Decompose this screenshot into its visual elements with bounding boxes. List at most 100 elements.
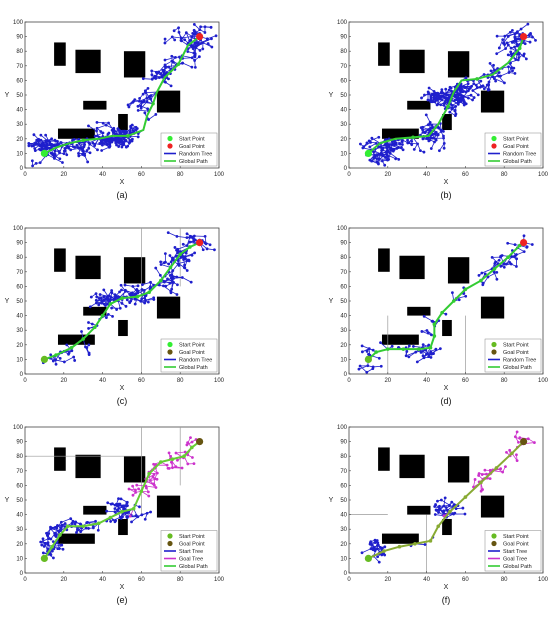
x-tick-label: 100: [214, 378, 225, 384]
y-tick-label: 90: [340, 241, 347, 247]
random-tree-edge: [362, 147, 372, 151]
obstacle: [381, 334, 419, 345]
random-tree-node: [466, 96, 470, 100]
legend-label: Global Path: [179, 365, 208, 371]
random-tree-node: [214, 34, 218, 38]
random-tree-node: [114, 132, 118, 136]
random-tree-node: [530, 243, 534, 246]
panel-caption: (c): [117, 396, 128, 406]
random-tree-node: [134, 128, 138, 132]
random-tree-edge: [369, 136, 379, 142]
x-tick-label: 0: [23, 577, 27, 583]
start-tree-node: [138, 505, 141, 509]
x-tick-label: 100: [538, 172, 549, 178]
random-tree-node: [58, 356, 62, 360]
panel-caption: (d): [441, 396, 452, 406]
random-tree-node: [412, 148, 416, 151]
random-tree-node: [526, 22, 530, 26]
x-tick-label: 20: [60, 378, 67, 384]
random-tree-edge: [505, 256, 512, 265]
legend-marker: [491, 349, 497, 355]
random-tree-node: [125, 298, 129, 302]
random-tree-node: [136, 108, 140, 112]
random-tree-edge: [423, 316, 433, 322]
obstacle: [54, 42, 66, 66]
legend-label: Start Tree: [503, 549, 527, 555]
panel-caption: (e): [117, 595, 128, 605]
random-tree-node: [468, 86, 472, 90]
random-tree-node: [429, 147, 433, 150]
random-tree-node: [429, 100, 433, 104]
goal-tree-node: [131, 493, 135, 497]
random-tree-node: [193, 41, 197, 45]
goal-tree-node: [169, 460, 173, 464]
goal-tree-node: [128, 514, 132, 518]
global-path-point: [428, 539, 433, 543]
random-tree-node: [114, 139, 117, 143]
random-tree-edge: [108, 122, 115, 131]
random-tree-node: [379, 152, 383, 156]
random-tree-node: [30, 144, 34, 148]
y-tick-label: 90: [340, 440, 347, 446]
random-tree-node: [77, 152, 80, 155]
random-tree-node: [100, 149, 104, 152]
start-tree-node: [50, 549, 54, 553]
legend-label: Global Path: [503, 159, 532, 165]
random-tree-node: [481, 84, 485, 88]
random-tree-node: [379, 341, 382, 345]
random-tree-node: [428, 138, 432, 142]
y-tick-label: 50: [340, 498, 347, 504]
random-tree-node: [370, 136, 374, 140]
y-tick-label: 50: [16, 93, 23, 99]
obstacle: [156, 296, 181, 319]
random-tree-node: [424, 113, 428, 117]
random-tree-node: [192, 28, 196, 32]
random-tree-node: [146, 300, 150, 304]
random-tree-node: [185, 232, 189, 236]
y-tick-label: 100: [337, 20, 348, 26]
random-tree-node: [114, 137, 118, 140]
random-tree-node: [61, 161, 64, 164]
start-tree-node: [106, 501, 110, 505]
start-tree-node: [56, 524, 60, 528]
x-tick-label: 20: [60, 172, 67, 178]
y-tick-label: 30: [16, 328, 23, 334]
global-path-line: [367, 440, 525, 560]
x-tick-label: 100: [538, 378, 549, 384]
random-tree-node: [173, 38, 177, 42]
global-path-point: [69, 345, 74, 350]
random-tree-node: [179, 36, 183, 40]
start-tree-node: [438, 504, 441, 508]
start-tree-node: [122, 504, 126, 508]
x-axis-label: X: [120, 385, 125, 392]
legend-label: Global Path: [503, 564, 532, 570]
random-tree-node: [91, 141, 95, 145]
random-tree-node: [44, 140, 48, 144]
random-tree-edge: [154, 75, 165, 78]
obstacle: [447, 257, 470, 284]
x-tick-label: 40: [423, 577, 430, 583]
random-tree-node: [371, 348, 375, 352]
random-tree-node: [427, 86, 431, 90]
panel-b: 0 20 40 60 80 100 0 10 20 30 40 50 60 70 80 90 100 X Y Star…: [329, 20, 549, 200]
random-tree-node: [143, 301, 147, 305]
random-tree-node: [213, 248, 216, 252]
random-tree-node: [63, 149, 67, 153]
random-tree-node: [170, 54, 174, 58]
start-tree-edge: [376, 548, 384, 555]
goal-tree-node: [147, 494, 151, 498]
start-tree-node: [111, 502, 114, 506]
y-tick-label: 60: [16, 284, 23, 290]
random-tree-node: [190, 253, 194, 257]
obstacle: [118, 518, 128, 536]
obstacle: [378, 248, 390, 272]
start-tree-node: [56, 547, 60, 551]
random-tree-edge: [55, 359, 65, 363]
random-tree-node: [483, 272, 487, 276]
global-path-point: [120, 509, 124, 514]
random-tree-edge: [186, 237, 191, 246]
x-tick-label: 20: [384, 577, 391, 583]
obstacle: [54, 447, 66, 471]
random-tree-node: [440, 128, 443, 132]
random-tree-node: [513, 255, 517, 258]
